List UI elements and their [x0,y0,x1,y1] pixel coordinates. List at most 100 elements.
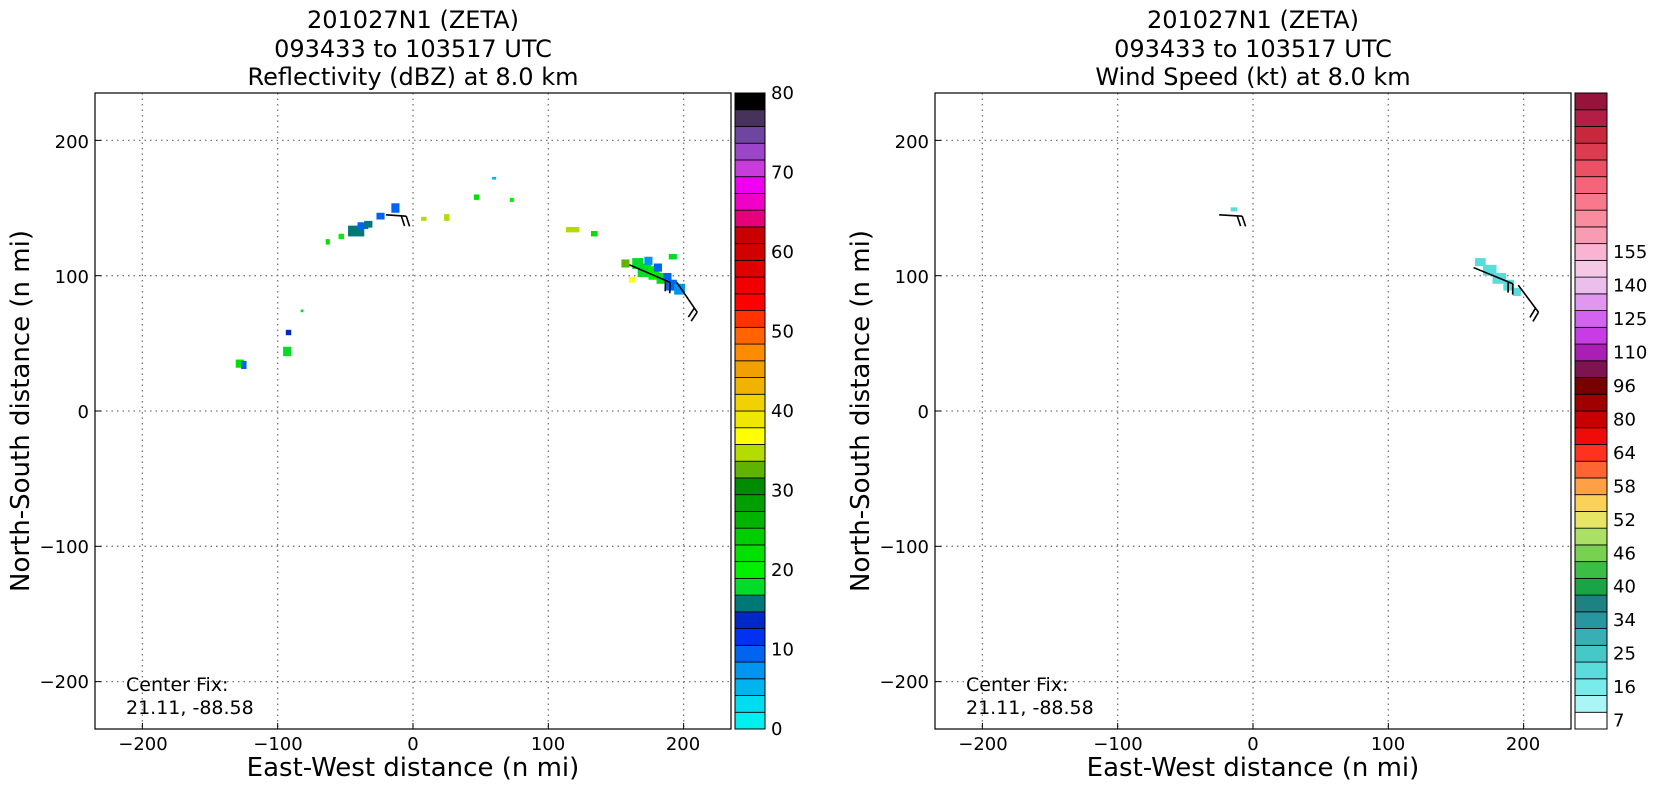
wind-barb-flag [1529,307,1537,318]
colorbar-segment [1574,193,1608,211]
data-cell [590,231,598,237]
colorbar-segment [1574,711,1608,730]
colorbar-segment [1574,695,1608,713]
colorbar-segment [734,276,766,295]
data-cell [241,360,247,370]
wind-barb-flag [1532,311,1540,322]
colorbar-segment [734,343,766,362]
colorbar-segment [1574,678,1608,696]
colorbar-segment [1574,477,1608,496]
data-cell [637,263,652,278]
x-tick-label: −100 [253,734,302,755]
center-fix-label: Center Fix: [126,674,228,696]
wind-barb [1219,213,1247,227]
data-cell [1474,258,1486,267]
plot-frame [94,92,732,730]
colorbar-tick-label: 40 [1613,577,1636,598]
data-cell [1483,264,1497,276]
y-tick-label: −100 [40,537,89,558]
colorbar-segment [734,109,766,127]
colorbar-segment [734,193,766,211]
x-axis-ticks: −200 −100 0 100 200 [958,734,1540,755]
colorbar-segment [734,326,766,345]
data-cell [628,277,636,283]
wind-barbs [385,213,698,322]
wind-barb-flag [1241,215,1247,227]
wind-barb [676,281,698,322]
colorbar-segment [734,544,766,563]
colorbar-segment [734,460,766,479]
colorbar-tick-label: 10 [771,640,794,661]
data-cell [283,346,292,357]
colorbar-ticks: 7 16 25 34 40 46 52 58 64 80 96 110 125 140 155 [1613,242,1647,732]
chart-title-line-2: 093433 to 103517 UTC [1114,35,1392,63]
data-cell [338,233,344,240]
data-cell [235,359,244,368]
colorbar-segment [1574,209,1608,228]
wind-barb [385,213,411,227]
colorbar-tick-label: 40 [771,401,794,422]
colorbar-segment [1574,259,1608,278]
data-cell [421,216,427,221]
x-tick-label: 100 [1371,734,1405,755]
x-axis-label: East-West distance (n mi) [1087,753,1420,783]
x-tick-label: −200 [118,734,167,755]
x-tick-label: 200 [666,734,700,755]
colorbar-segment [1574,427,1608,445]
wind-barb [1517,284,1540,322]
colorbar-segment [1574,109,1608,127]
colorbar-segment [1574,561,1608,579]
colorbar-segment [734,678,766,696]
colorbar-frame [734,92,766,730]
colorbar-segment [734,611,766,629]
y-axis-label: North-South distance (n mi) [846,230,876,592]
data-cell [364,220,373,228]
colorbar-tick-label: 60 [771,242,794,263]
x-tick-label: −200 [958,734,1007,755]
chart-title-line-1: 201027N1 (ZETA) [1147,6,1359,34]
plot-grid [935,93,1571,729]
colorbar-segment [734,92,766,111]
colorbar-segment [734,561,766,579]
data-cell [653,263,662,272]
colorbar-tick-label: 16 [1613,677,1636,698]
colorbar-segment [1574,444,1608,462]
data-cell [325,239,330,245]
wind-barbs [1219,213,1540,322]
y-tick-label: −200 [40,672,89,693]
colorbar-segment [1574,226,1608,245]
data-cell [663,272,672,282]
colorbar-tick-label: 140 [1613,275,1647,296]
colorbar-frame [1574,92,1608,730]
colorbar-segment [734,142,766,161]
colorbar-tick-label: 80 [771,83,794,104]
colorbar-segment [1574,142,1608,161]
data-cell [666,279,677,291]
wind-barb-flag [1236,215,1242,227]
colorbar-segment [1574,126,1608,144]
colorbar-segment [734,527,766,546]
colorbar-segment [1574,377,1608,395]
colorbar-segment [734,410,766,429]
colorbar-segment [1574,511,1608,529]
colorbar-segment [1574,159,1608,178]
x-tick-label: 200 [1506,734,1540,755]
data-cell [285,329,292,336]
data-cell [1230,207,1238,212]
center-fix-coordinates: 21.11, -88.58 [966,697,1094,719]
data-cell [668,254,677,260]
wind-barb-flag [690,311,698,322]
colorbar-tick-label: 110 [1613,342,1647,363]
x-tick-label: −100 [1093,734,1142,755]
colorbar-segment [1574,527,1608,546]
y-tick-label: 0 [918,402,929,423]
y-tick-label: −200 [880,672,929,693]
colorbar-segment [1574,611,1608,629]
colorbar-segment [734,661,766,680]
colorbar-segment [1574,343,1608,362]
wind-barb-flag [405,215,411,227]
y-axis-label: North-South distance (n mi) [6,230,36,592]
colorbar-tick-label: 125 [1613,309,1647,330]
plot-frame [934,92,1572,730]
